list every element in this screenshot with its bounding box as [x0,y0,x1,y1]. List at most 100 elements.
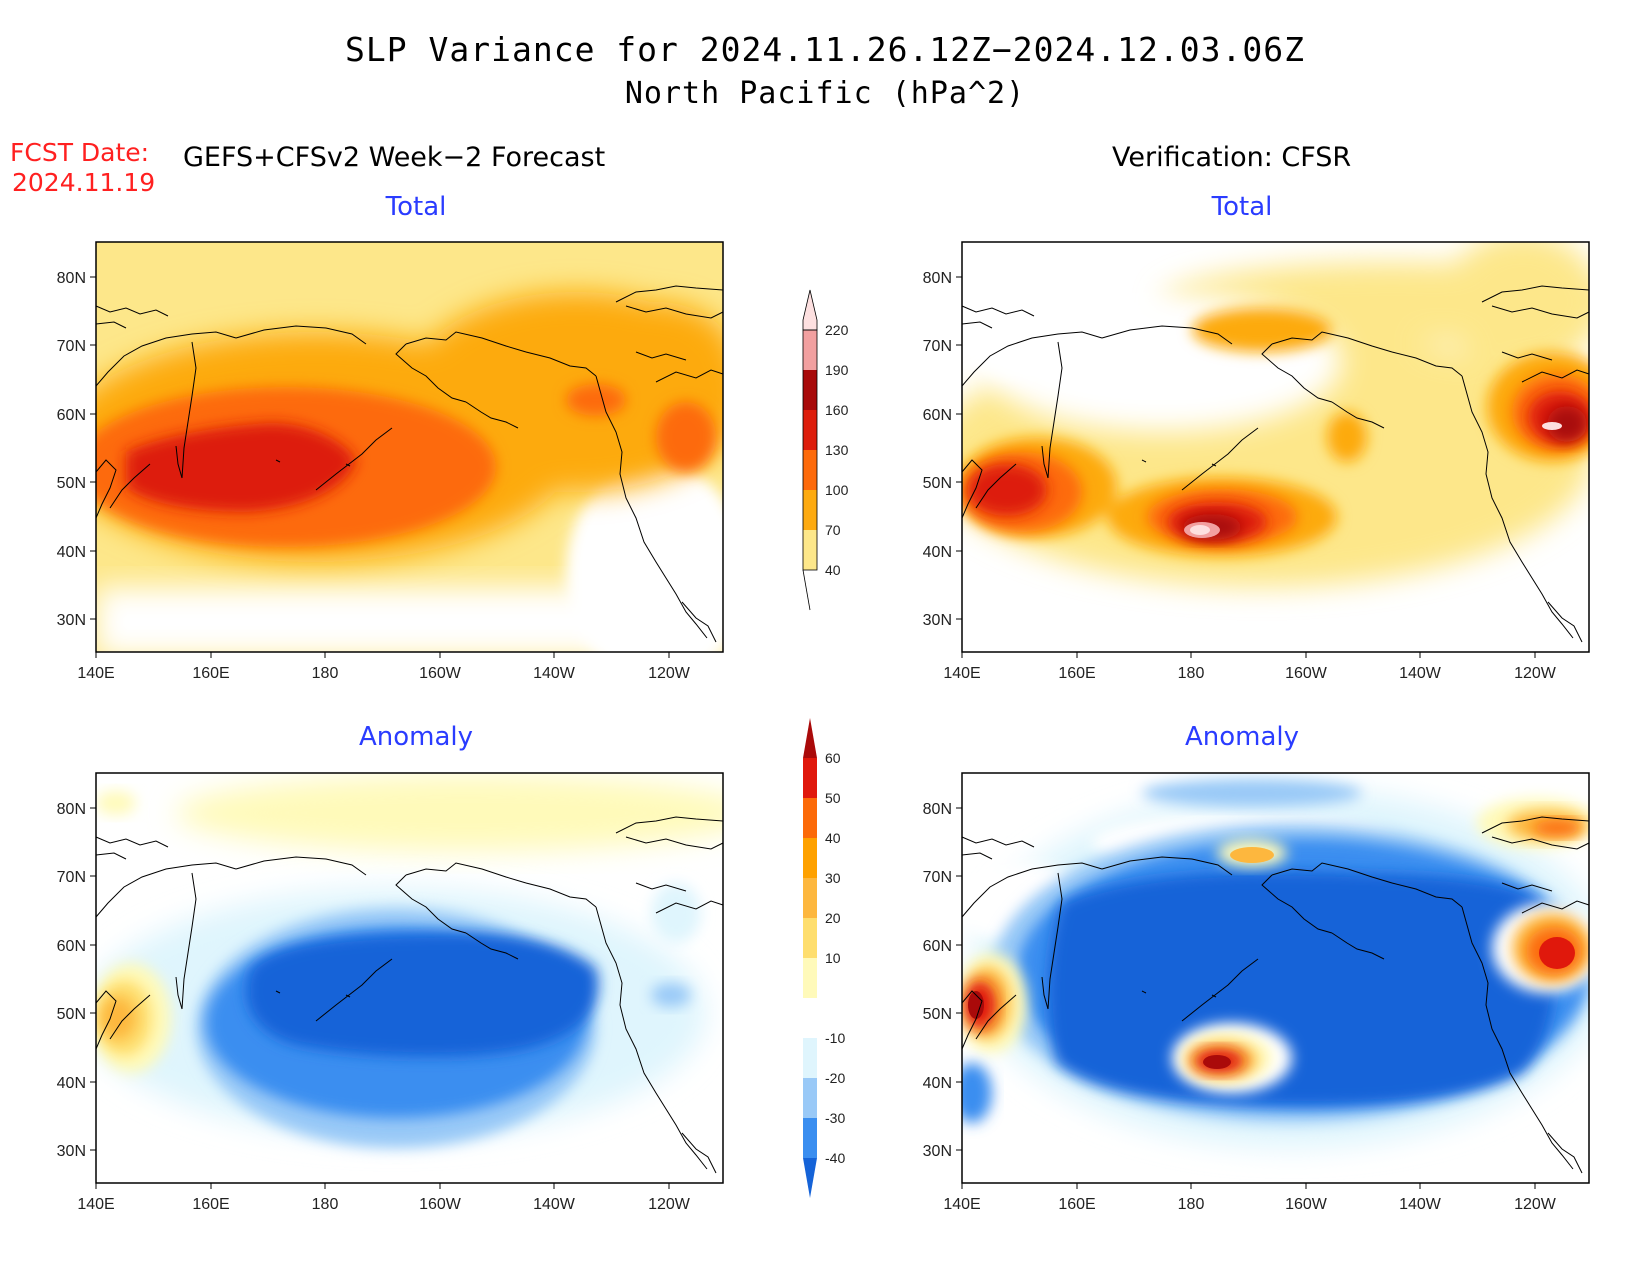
lat-tick-label: 70N [923,869,952,886]
colorbar-label: 60 [825,750,841,766]
colorbar-label: 130 [825,442,849,458]
lon-tick-label: 160W [419,1196,462,1213]
colorbar-segment [803,798,817,838]
lat-tick-label: 70N [57,869,86,886]
lon-tick-label: 120W [648,1196,691,1213]
lon-tick-label: 140W [533,1196,576,1213]
colorbar-segment [803,758,817,798]
map-panel-forecast-anomaly [95,773,724,1183]
lon-tick-label: 140W [533,665,576,682]
lon-tick-label: 140E [77,1196,114,1213]
lon-tick-label: 160E [1058,665,1095,682]
panel-frame [95,772,724,1184]
colorbar-label: 220 [825,322,849,338]
colorbar-segment [802,289,818,331]
lon-tick-label: 140E [77,665,114,682]
map-panel-verification-total [961,242,1590,652]
lat-tick-label: 30N [923,612,952,629]
colorbar-total: 40 70 100 130 160 190 220 [802,289,849,611]
lat-tick-label: 70N [57,338,86,355]
panel-title-verification-total: Total [1211,192,1273,222]
lat-tick-label: 40N [923,544,952,561]
colorbar-segment [803,330,817,370]
lon-tick-label: 160W [419,665,462,682]
lon-tick-label: 140E [943,665,980,682]
colorbar-segment [803,1158,817,1198]
colorbar-label: -20 [825,1070,845,1086]
colorbar-segment [803,958,817,998]
colorbar-segment [803,530,817,570]
colorbar-segment [803,878,817,918]
lat-tick-label: 80N [923,801,952,818]
panel-title-verification-anomaly: Anomaly [1184,722,1300,752]
colorbar-segment [803,998,817,1038]
colorbar-segment [803,918,817,958]
lat-tick-label: 50N [923,1006,952,1023]
lon-tick-label: 140E [943,1196,980,1213]
colorbar-label: 50 [825,790,841,806]
colorbar-anomaly: -40 -30 -20 -10 10 20 30 40 50 60 [803,718,845,1198]
lat-tick-label: 50N [923,475,952,492]
colorbar-segment [803,718,817,758]
lat-tick-label: 80N [57,801,86,818]
lat-tick-label: 70N [923,338,952,355]
lon-tick-label: 180 [312,665,339,682]
lon-tick-label: 180 [1178,1196,1205,1213]
lat-tick-label: 60N [57,938,86,955]
colorbar-label: -40 [825,1150,845,1166]
map-panel-forecast-total [95,242,724,652]
forecast-date-label: FCST Date: [10,138,150,167]
forecast-column-title: GEFS+CFSv2 Week−2 Forecast [183,142,606,173]
lat-tick-label: 30N [923,1143,952,1160]
lat-tick-label: 40N [57,1075,86,1092]
colorbar-segment [803,838,817,878]
lat-tick-label: 30N [57,612,86,629]
colorbar-label: 190 [825,362,849,378]
lat-tick-label: 40N [923,1075,952,1092]
lon-tick-label: 120W [1514,1196,1557,1213]
lon-tick-label: 160W [1285,1196,1328,1213]
colorbar-segment [803,370,817,410]
lat-tick-label: 60N [923,938,952,955]
colorbar-label: 40 [825,562,841,578]
lon-tick-label: 160E [192,1196,229,1213]
colorbar-segment [803,410,817,450]
colorbar-label: -30 [825,1110,845,1126]
colorbar-segment [803,1118,817,1158]
lat-tick-label: 50N [57,475,86,492]
lon-tick-label: 140W [1399,665,1442,682]
lat-tick-label: 60N [57,407,86,424]
colorbar-segment [803,1078,817,1118]
verification-column-title: Verification: CFSR [1112,142,1352,173]
lat-tick-label: 40N [57,544,86,561]
lon-tick-label: 160E [192,665,229,682]
colorbar-label: 20 [825,910,841,926]
colorbar-label: 160 [825,402,849,418]
lat-tick-label: 30N [57,1143,86,1160]
lon-tick-label: 180 [1178,665,1205,682]
panel-frame [961,241,1590,653]
colorbar-label: 100 [825,482,849,498]
colorbar-segment [803,1038,817,1078]
lon-tick-label: 180 [312,1196,339,1213]
lat-tick-label: 80N [923,270,952,287]
panel-title-forecast-total: Total [385,192,447,222]
lon-tick-label: 160W [1285,665,1328,682]
forecast-date: 2024.11.19 [12,168,156,197]
main-title: SLP Variance for 2024.11.26.12Z−2024.12.… [345,30,1305,69]
lon-tick-label: 160E [1058,1196,1095,1213]
colorbar-label: 10 [825,950,841,966]
panel-frame [961,772,1590,1184]
colorbar-segment [803,450,817,490]
lat-tick-label: 50N [57,1006,86,1023]
colorbar-label: 40 [825,830,841,846]
lat-tick-label: 60N [923,407,952,424]
panel-title-forecast-anomaly: Anomaly [358,722,474,752]
colorbar-label: 30 [825,870,841,886]
lon-tick-label: 140W [1399,1196,1442,1213]
map-panel-verification-anomaly [961,773,1590,1183]
colorbar-segment [803,490,817,530]
panel-frame [95,241,724,653]
colorbar-label: -10 [825,1030,845,1046]
